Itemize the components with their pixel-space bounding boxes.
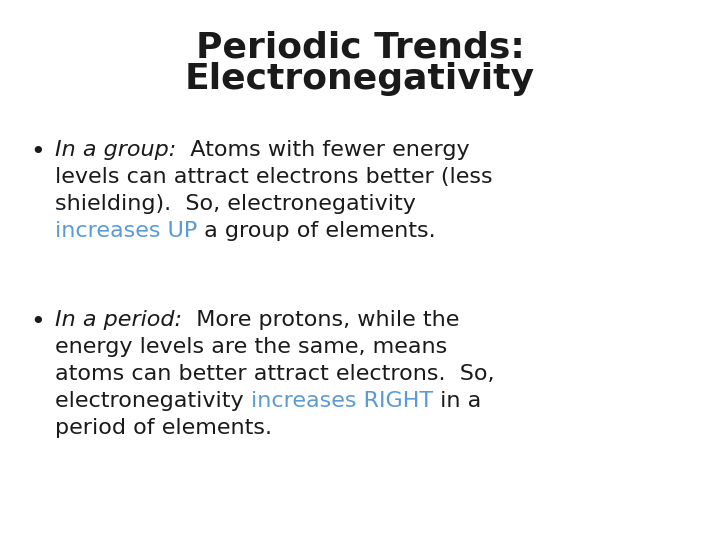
Text: •: • xyxy=(31,310,45,334)
Text: In a group:: In a group: xyxy=(55,140,176,160)
Text: electronegativity: electronegativity xyxy=(55,391,251,411)
Text: in a: in a xyxy=(433,391,481,411)
Text: In a period:: In a period: xyxy=(55,310,182,330)
Text: •: • xyxy=(31,140,45,164)
Text: shielding).  So, electronegativity: shielding). So, electronegativity xyxy=(55,194,416,214)
Text: More protons, while the: More protons, while the xyxy=(182,310,459,330)
Text: period of elements.: period of elements. xyxy=(55,418,272,438)
Text: a group of elements.: a group of elements. xyxy=(197,221,436,241)
Text: increases UP: increases UP xyxy=(55,221,197,241)
Text: atoms can better attract electrons.  So,: atoms can better attract electrons. So, xyxy=(55,364,495,384)
Text: levels can attract electrons better (less: levels can attract electrons better (les… xyxy=(55,167,492,187)
Text: increases RIGHT: increases RIGHT xyxy=(251,391,433,411)
Text: Atoms with fewer energy: Atoms with fewer energy xyxy=(176,140,470,160)
Text: Periodic Trends:: Periodic Trends: xyxy=(196,30,524,64)
Text: energy levels are the same, means: energy levels are the same, means xyxy=(55,337,447,357)
Text: Electronegativity: Electronegativity xyxy=(185,62,535,96)
